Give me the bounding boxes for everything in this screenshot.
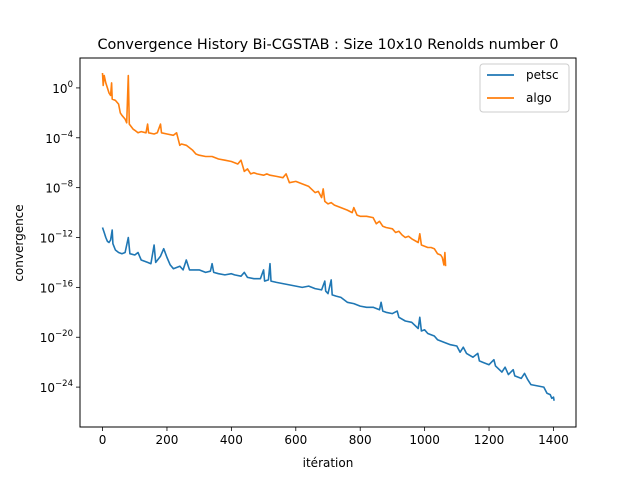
plot-frame (79, 57, 577, 428)
y-tick-label: 10−12 (40, 230, 73, 246)
x-tick-label: 600 (284, 433, 307, 447)
legend: petsc algo (479, 63, 570, 113)
x-tick-label: 1000 (409, 433, 440, 447)
chart-title: Convergence History Bi-CGSTAB : Size 10x… (97, 37, 558, 53)
y-tick-label: 10−16 (40, 279, 73, 295)
y-tick-label: 10−8 (45, 180, 73, 196)
legend-label-algo: algo (526, 91, 552, 105)
y-tick-label: 10−4 (45, 130, 73, 146)
series-line-algo (101, 72, 447, 267)
x-tick-label: 800 (349, 433, 372, 447)
series-line-petsc (101, 227, 555, 401)
y-tick-label: 10−20 (40, 329, 73, 345)
y-axis-label: convergence (12, 204, 26, 281)
x-tick-label: 0 (99, 433, 107, 447)
y-tick-label: 100 (52, 80, 73, 96)
legend-box (479, 63, 570, 113)
x-axis-label: itération (303, 456, 354, 470)
y-axis: 100 10−4 10−8 10−12 10−16 10−20 10−24 (40, 80, 80, 395)
x-tick-label: 200 (156, 433, 179, 447)
x-tick-label: 1400 (538, 433, 569, 447)
y-tick-label: 10−24 (40, 379, 73, 395)
x-axis: 0 200 400 600 800 1000 1200 1400 (99, 427, 569, 447)
x-tick-label: 1200 (474, 433, 505, 447)
series-layer (101, 72, 555, 401)
x-tick-label: 400 (220, 433, 243, 447)
legend-label-petsc: petsc (526, 68, 559, 82)
